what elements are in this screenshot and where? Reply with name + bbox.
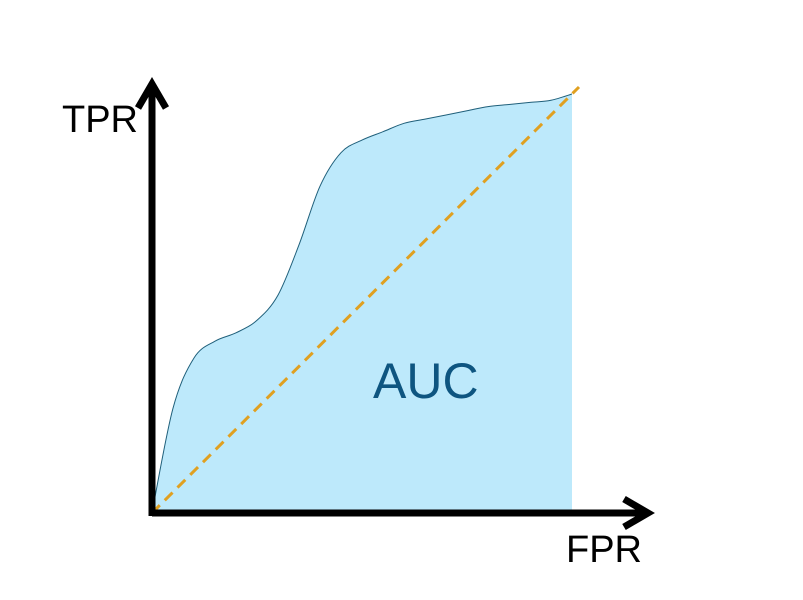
x-axis-arrowhead <box>622 495 655 531</box>
plot-area <box>150 85 581 515</box>
diagonal-baseline <box>150 85 581 515</box>
axes <box>134 77 655 531</box>
auc-annotation: AUC <box>373 353 479 409</box>
y-axis-label: TPR <box>62 99 138 141</box>
x-axis-label: FPR <box>566 529 642 571</box>
roc-curve-line <box>151 93 573 514</box>
y-axis-arrowhead <box>134 77 170 110</box>
